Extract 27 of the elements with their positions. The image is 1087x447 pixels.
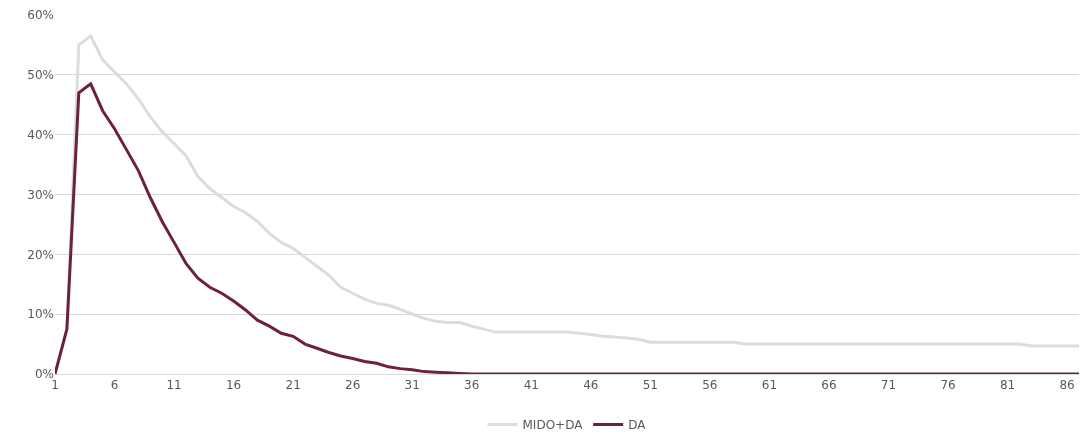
- x-tick-label: 56: [702, 378, 718, 393]
- x-tick-label: 81: [999, 378, 1016, 393]
- x-tick-label: 21: [285, 378, 301, 393]
- x-tick-label: 26: [345, 378, 361, 393]
- x-tick-label: 76: [940, 378, 956, 393]
- x-tick-label: 61: [761, 378, 778, 393]
- x-tick-label: 31: [404, 378, 420, 393]
- x-tick-label: 11: [166, 378, 182, 393]
- x-tick-label: 86: [1059, 378, 1075, 393]
- y-tick-label: 40%: [27, 127, 54, 142]
- y-tick-label: 0%: [34, 367, 54, 382]
- x-tick-label: 66: [821, 378, 837, 393]
- x-tick-label: 36: [464, 378, 480, 393]
- legend-label: MIDO+DA: [522, 418, 584, 433]
- y-tick-label: 50%: [27, 68, 54, 83]
- x-tick-label: 71: [880, 378, 897, 393]
- legend-label: DA: [628, 418, 647, 433]
- x-tick-label: 51: [642, 378, 658, 393]
- y-tick-label: 10%: [27, 307, 54, 322]
- y-tick-label: 20%: [27, 247, 54, 262]
- x-tick-label: 16: [225, 378, 242, 393]
- x-tick-label: 1: [51, 378, 59, 393]
- x-tick-label: 6: [110, 378, 119, 393]
- y-tick-label: 60%: [27, 8, 54, 23]
- x-tick-label: 46: [583, 378, 599, 393]
- x-tick-label: 41: [523, 378, 539, 393]
- y-tick-label: 30%: [27, 187, 54, 202]
